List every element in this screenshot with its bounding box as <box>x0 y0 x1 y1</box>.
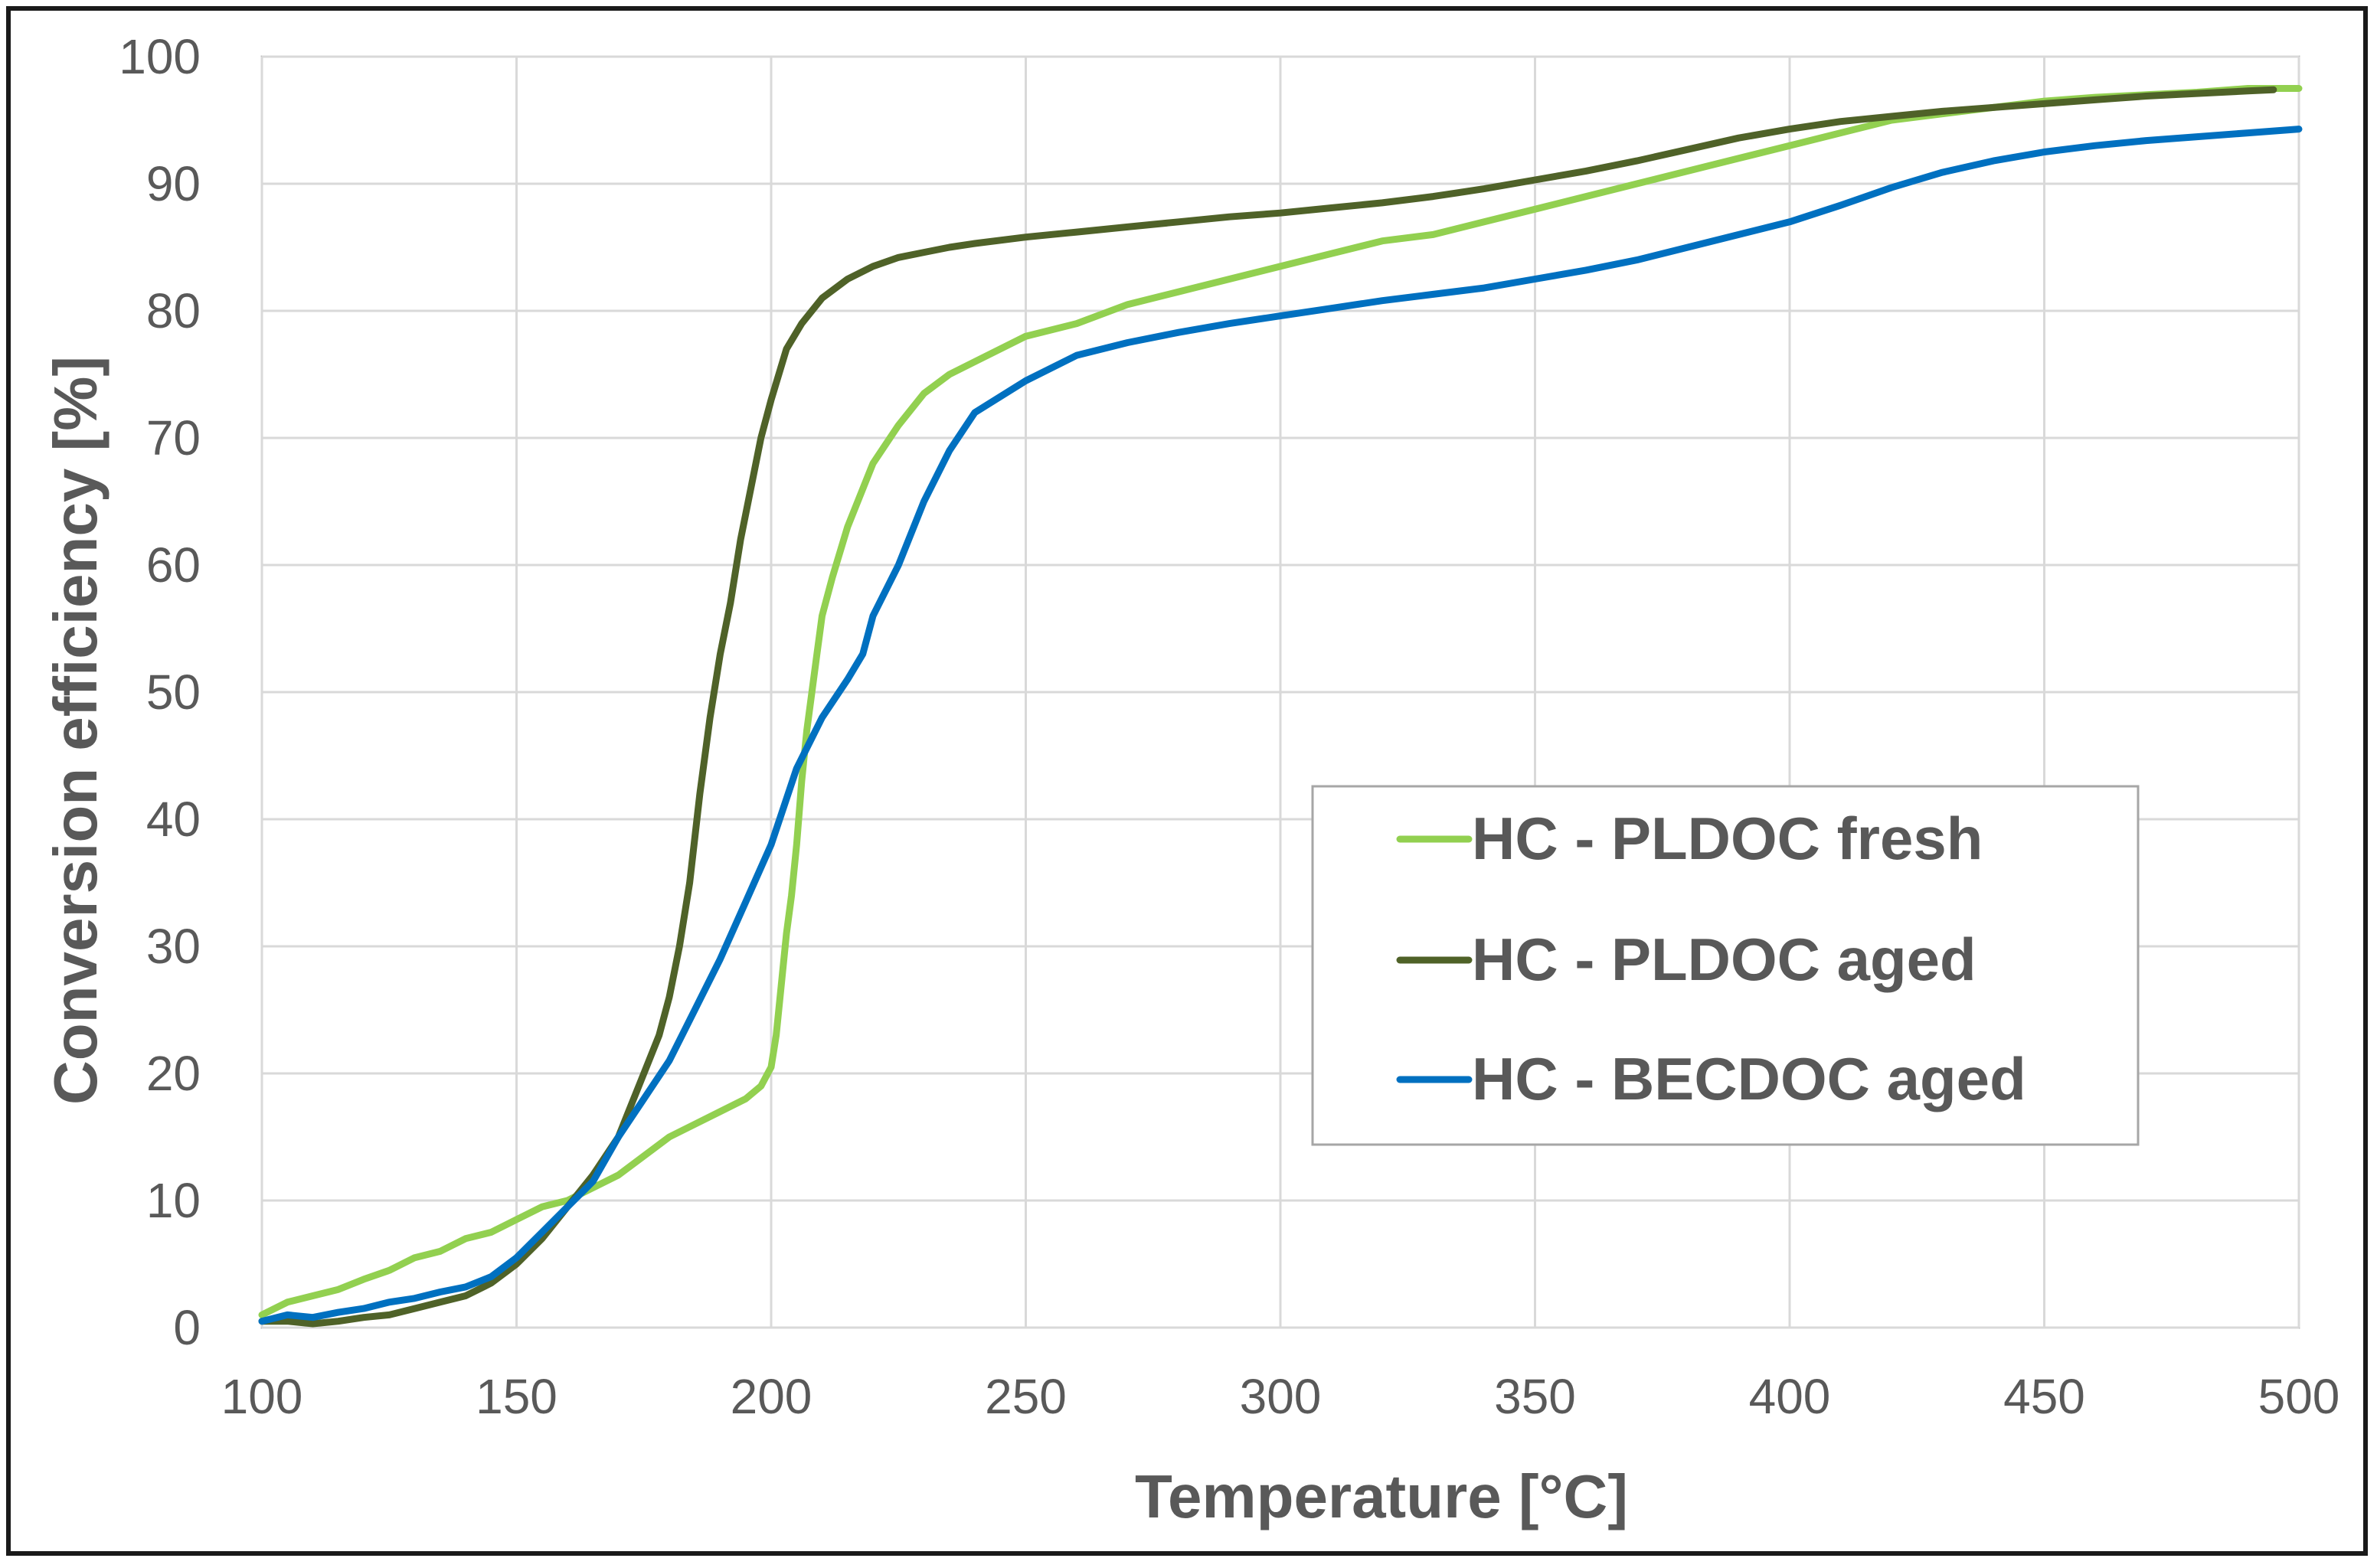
y-tick-label: 10 <box>146 1173 201 1228</box>
series-line-1 <box>258 86 2277 1328</box>
x-tick-label: 300 <box>1240 1369 1322 1424</box>
legend-label-1: HC - PLDOC aged <box>1472 926 1976 993</box>
x-tick-label: 350 <box>1494 1369 1576 1424</box>
y-tick-labels: 0 10 20 30 40 50 60 70 80 90 100 <box>119 29 201 1355</box>
legend-label-2: HC - BECDOC aged <box>1472 1045 2026 1112</box>
y-tick-label: 0 <box>173 1300 201 1355</box>
y-tick-label: 20 <box>146 1046 201 1101</box>
legend: HC - PLDOC fresh HC - PLDOC aged HC - BE… <box>1311 785 2140 1146</box>
x-tick-label: 150 <box>476 1369 557 1424</box>
x-tick-label: 250 <box>985 1369 1067 1424</box>
y-tick-label: 100 <box>119 29 201 84</box>
x-tick-label: 200 <box>731 1369 812 1424</box>
x-tick-label: 100 <box>221 1369 303 1424</box>
x-axis-title: Temperature [°C] <box>1135 1462 1628 1530</box>
chart-frame: 100 150 200 250 300 350 400 450 500 0 10 20 30 40 50 6… <box>6 6 2368 1556</box>
y-axis-title: Conversion efficiency [%] <box>41 356 110 1105</box>
line-chart: 100 150 200 250 300 350 400 450 500 0 10 20 30 40 50 6… <box>41 29 2340 1530</box>
x-tick-label: 450 <box>2003 1369 2085 1424</box>
series-lines <box>258 85 2303 1328</box>
y-tick-label: 90 <box>146 156 201 211</box>
series-line-2 <box>258 126 2303 1325</box>
y-tick-label: 40 <box>146 792 201 847</box>
y-tick-label: 80 <box>146 283 201 338</box>
series-line-0 <box>258 85 2303 1318</box>
legend-label-0: HC - PLDOC fresh <box>1472 805 1983 872</box>
y-tick-label: 50 <box>146 665 201 720</box>
x-tick-label: 400 <box>1749 1369 1831 1424</box>
x-tick-label: 500 <box>2258 1369 2340 1424</box>
x-tick-labels: 100 150 200 250 300 350 400 450 500 <box>221 1369 2340 1424</box>
legend-box <box>1311 785 2140 1146</box>
y-tick-label: 60 <box>146 537 201 593</box>
y-tick-label: 30 <box>146 919 201 974</box>
y-tick-label: 70 <box>146 410 201 466</box>
